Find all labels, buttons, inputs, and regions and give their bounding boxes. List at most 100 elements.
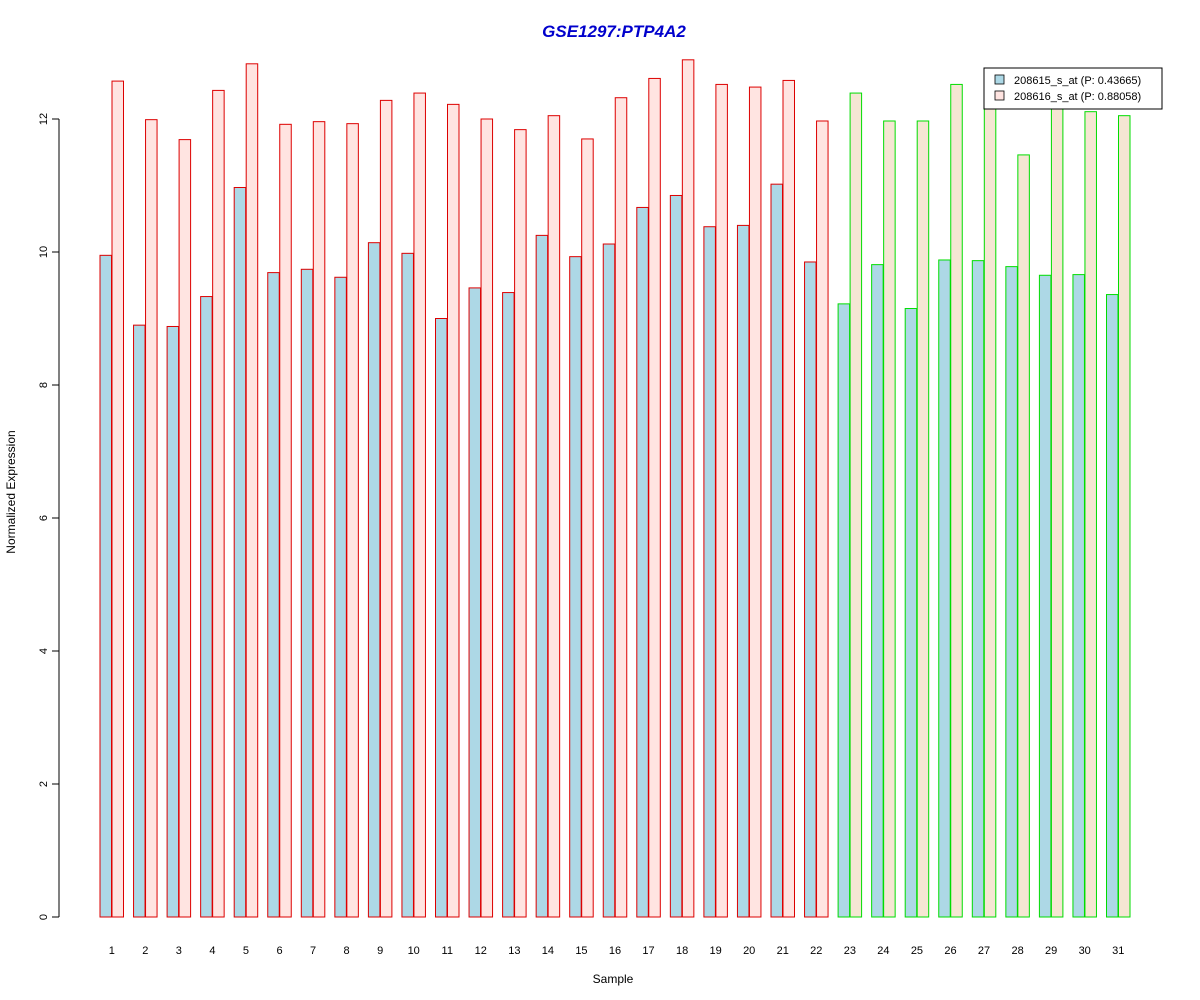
- bar-208615-sample-13: [502, 292, 515, 918]
- x-tick-label: 19: [710, 945, 722, 957]
- bar-208615-sample-10: [401, 252, 414, 918]
- bar-208615-sample-16: [602, 243, 616, 918]
- y-axis: 0 2 4 6 8 10 12: [38, 113, 60, 920]
- bar-208615-sample-21: [770, 183, 783, 918]
- bar-208616-sample-12: [480, 118, 494, 918]
- x-tick-label: 27: [978, 945, 990, 957]
- bar-208615-sample-9: [367, 242, 381, 918]
- y-tick-label: 8: [38, 382, 50, 388]
- x-tick-label: 16: [609, 945, 621, 957]
- legend-box: [983, 67, 1163, 110]
- bar-208615-sample-28: [1005, 266, 1018, 918]
- bar-208615-sample-4: [200, 296, 213, 918]
- bar-208616-sample-18: [681, 59, 695, 918]
- bar-208615-sample-20: [736, 224, 750, 918]
- bar-208616-sample-8: [346, 123, 359, 918]
- bar-208615-sample-17: [636, 206, 649, 918]
- chart-title: GSE1297:PTP4A2: [542, 22, 686, 41]
- x-tick-label: 31: [1112, 945, 1124, 957]
- bar-208615-sample-8: [334, 276, 347, 918]
- bar-208615-sample-30: [1072, 274, 1085, 918]
- bar-208616-sample-30: [1084, 111, 1097, 918]
- bar-208615-sample-15: [569, 256, 582, 918]
- x-tick-label: 14: [542, 945, 554, 957]
- legend-label-series-1: 208615_s_at (P: 0.43665): [1014, 75, 1141, 87]
- bar-208616-sample-13: [514, 129, 527, 918]
- bar-208615-sample-14: [535, 234, 549, 918]
- x-tick-label: 30: [1079, 945, 1091, 957]
- bar-208616-sample-6: [279, 123, 292, 918]
- bar-208616-sample-27: [983, 89, 997, 918]
- bar-208615-sample-24: [871, 264, 884, 918]
- x-tick-label: 9: [377, 945, 383, 957]
- bar-208616-sample-29: [1050, 105, 1064, 918]
- bar-208616-sample-7: [312, 121, 326, 918]
- legend-label-series-2: 208616_s_at (P: 0.88058): [1014, 91, 1141, 103]
- x-tick-label: 8: [344, 945, 350, 957]
- x-tick-label: 5: [243, 945, 249, 957]
- bar-208616-sample-14: [547, 115, 561, 918]
- x-tick-label: 28: [1011, 945, 1023, 957]
- y-tick-label: 0: [38, 914, 50, 920]
- x-tick-label: 20: [743, 945, 755, 957]
- x-tick-label: 24: [877, 945, 889, 957]
- bar-208615-sample-3: [166, 325, 180, 918]
- x-tick-label: 2: [142, 945, 148, 957]
- bar-208615-sample-12: [468, 287, 482, 918]
- x-tick-label: 12: [475, 945, 487, 957]
- bar-208616-sample-21: [782, 79, 795, 918]
- bar-208615-sample-22: [804, 261, 817, 918]
- y-tick-label: 4: [38, 648, 50, 654]
- bar-208615-sample-2: [133, 324, 146, 918]
- x-tick-label: 18: [676, 945, 688, 957]
- bar-208615-sample-11: [435, 318, 448, 918]
- bar-208616-sample-11: [447, 103, 460, 918]
- x-tick-label: 15: [575, 945, 587, 957]
- x-axis-tick-labels: 1 2 3 4 5 6 7 8 9 10 11 12 13 14 15 16 17 18 19 20 21 22 23 24 2…: [109, 945, 1125, 957]
- x-tick-label: 7: [310, 945, 316, 957]
- legend-swatch-series-1: [994, 74, 1005, 85]
- x-tick-label: 3: [176, 945, 182, 957]
- bar-208616-sample-5: [245, 63, 259, 918]
- bar-208616-sample-22: [816, 120, 829, 918]
- y-tick-label: 12: [38, 113, 50, 125]
- bar-208616-sample-17: [648, 77, 661, 918]
- x-tick-label: 21: [777, 945, 789, 957]
- bar-208616-sample-26: [950, 83, 963, 918]
- bar-208616-sample-9: [379, 99, 393, 918]
- legend-swatch-series-2: [994, 90, 1005, 101]
- y-axis-label: Normalized Expression: [4, 430, 18, 553]
- bar-208615-sample-29: [1038, 274, 1052, 918]
- bar-208615-sample-7: [300, 268, 314, 918]
- x-tick-label: 11: [442, 945, 453, 957]
- bar-208615-sample-26: [938, 259, 951, 918]
- x-tick-label: 6: [276, 945, 282, 957]
- x-tick-label: 22: [810, 945, 822, 957]
- x-tick-label: 25: [911, 945, 923, 957]
- bar-208616-sample-20: [748, 86, 762, 918]
- bar-208616-sample-16: [614, 97, 628, 918]
- bar-208615-sample-23: [837, 303, 851, 918]
- x-tick-label: 4: [209, 945, 215, 957]
- legend: 208615_s_at (P: 0.43665) 208616_s_at (P:…: [983, 67, 1163, 110]
- bar-208616-sample-28: [1017, 154, 1030, 918]
- bar-208615-sample-31: [1106, 294, 1119, 918]
- bar-208616-sample-24: [883, 120, 896, 918]
- bar-208615-sample-18: [669, 194, 683, 918]
- x-tick-label: 13: [508, 945, 520, 957]
- bar-208615-sample-1: [99, 254, 112, 918]
- bar-208616-sample-1: [111, 80, 124, 918]
- x-tick-label: 26: [944, 945, 956, 957]
- bar-208616-sample-15: [581, 138, 594, 918]
- x-tick-label: 29: [1045, 945, 1057, 957]
- bar-208615-sample-5: [233, 186, 247, 918]
- x-tick-label: 1: [109, 945, 115, 957]
- bar-208616-sample-25: [916, 120, 930, 918]
- bar-208616-sample-31: [1118, 115, 1131, 918]
- bar-208615-sample-19: [703, 226, 716, 918]
- y-tick-label: 10: [38, 246, 50, 258]
- bar-208615-sample-27: [971, 260, 985, 918]
- x-tick-label: 10: [408, 945, 420, 957]
- bar-208616-sample-2: [145, 119, 158, 918]
